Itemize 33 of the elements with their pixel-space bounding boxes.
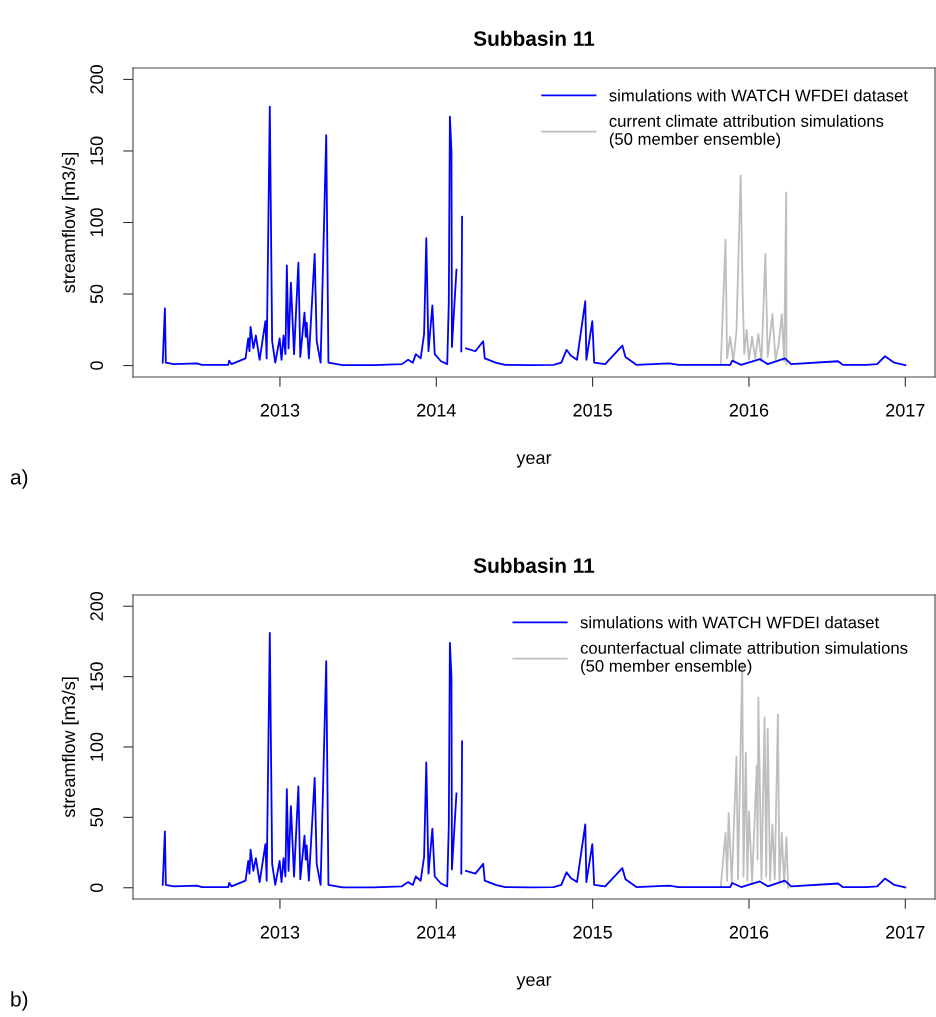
x-tick-label: 2014 bbox=[417, 925, 456, 939]
x-tick-label: 2016 bbox=[729, 403, 769, 417]
y-tick-label: 100 bbox=[90, 208, 104, 237]
x-tick-label: 2014 bbox=[417, 403, 456, 417]
text: a) bbox=[10, 469, 28, 489]
chart-title: Subbasin 11 bbox=[473, 557, 595, 573]
legend-label: current climate attribution simulations (50 member ensemble) bbox=[609, 114, 884, 149]
y-tick-label: 200 bbox=[90, 591, 104, 621]
x-tick-label: 2013 bbox=[260, 403, 300, 417]
y-tick-label: 200 bbox=[90, 65, 104, 94]
chart-title: Subbasin 11 bbox=[473, 30, 595, 46]
x-tick-label: 2016 bbox=[729, 925, 769, 939]
y-tick-label: 50 bbox=[90, 808, 104, 827]
y-tick-label: 0 bbox=[90, 361, 104, 370]
y-tick-label: 150 bbox=[90, 136, 104, 165]
y-tick-label: 0 bbox=[90, 883, 104, 893]
x-tick-label: 2015 bbox=[573, 925, 612, 939]
text: b) bbox=[11, 991, 28, 1011]
y-tick-label: 100 bbox=[90, 732, 104, 761]
y-tick-label: 50 bbox=[90, 284, 104, 304]
y-axis-title: streamflow [m3/s] bbox=[61, 677, 79, 818]
x-tick-label: 2017 bbox=[886, 403, 925, 417]
line-series bbox=[719, 174, 788, 366]
legend-label: simulations with WATCH WFDEI dataset bbox=[609, 89, 908, 102]
x-tick-label: 2015 bbox=[573, 403, 612, 417]
x-tick-label: 2017 bbox=[886, 925, 925, 939]
y-axis-title: streamflow [m3/s] bbox=[61, 153, 79, 293]
legend-label: simulations with WATCH WFDEI dataset bbox=[580, 616, 880, 629]
legend-label: counterfactual climate attribution simulations (50 member ensemble) bbox=[580, 641, 908, 676]
x-tick-label: 2013 bbox=[260, 925, 300, 939]
x-axis-title: year bbox=[516, 454, 552, 468]
y-tick-label: 150 bbox=[90, 662, 104, 691]
x-axis-title: year bbox=[516, 976, 552, 990]
